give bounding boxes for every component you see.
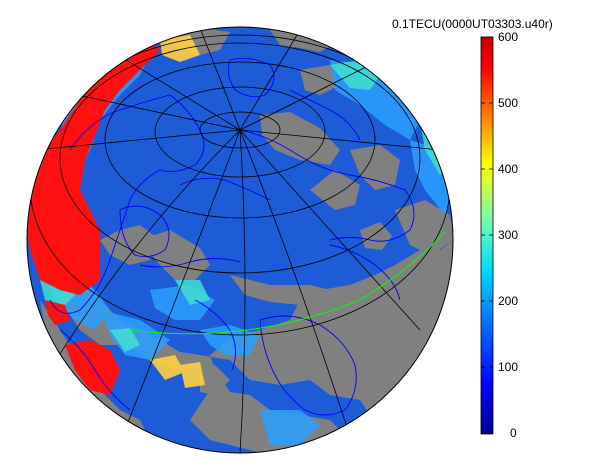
no-data-regions bbox=[27, 27, 453, 453]
colorbar: 600 500 400 300 200 100 0 bbox=[480, 30, 518, 440]
colorbar-tick-label: 100 bbox=[498, 360, 518, 374]
colorbar-tick-label: 0 bbox=[510, 426, 517, 440]
colorbar-title: 0.1TECU(0000UT03303.u40r) bbox=[392, 17, 553, 31]
graticule bbox=[29, 27, 451, 453]
globe bbox=[27, 27, 453, 453]
coastlines bbox=[49, 57, 415, 416]
high-tec-regions-yellow bbox=[150, 35, 205, 388]
highlight-line bbox=[129, 231, 446, 335]
colorbar-tick-label: 600 bbox=[498, 30, 518, 44]
colorbar-tick-label: 500 bbox=[498, 96, 518, 110]
colorbar-tick-label: 400 bbox=[498, 162, 518, 176]
globe-outline bbox=[26, 26, 454, 454]
very-high-tec-regions bbox=[27, 42, 160, 395]
colorbar-tick-label: 300 bbox=[498, 228, 518, 242]
colorbar-gradient bbox=[480, 36, 494, 435]
colorbar-ticks bbox=[481, 36, 493, 434]
colorbar-tick-label: 200 bbox=[498, 294, 518, 308]
